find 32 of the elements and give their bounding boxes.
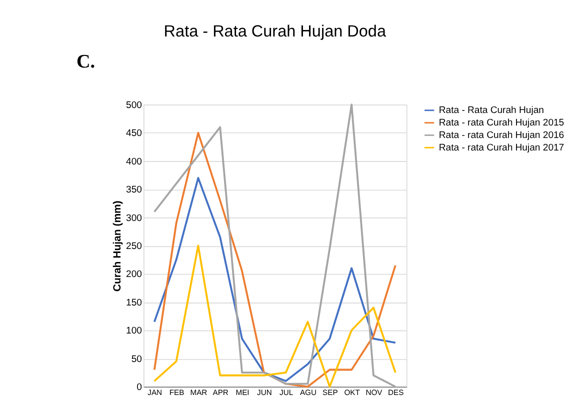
y-tick-label: 400 xyxy=(126,156,142,168)
line-series xyxy=(153,176,396,382)
x-tick-label: JAN xyxy=(148,388,162,397)
x-tick-label: MEI xyxy=(236,388,250,397)
x-tick-label: JUL xyxy=(280,388,294,397)
y-axis-title: Curah Hujan (mm) xyxy=(111,200,124,292)
x-tick-label: SEP xyxy=(322,388,338,397)
legend-label: Rata - rata Curah Hujan 2016 xyxy=(438,130,564,142)
y-tick-label: 450 xyxy=(126,128,142,140)
y-tick-label: 50 xyxy=(131,354,142,365)
legend-label: Rata - rata Curah Hujan 2015 xyxy=(438,118,564,129)
x-tick-label: MAR xyxy=(190,388,208,397)
legend-label: Rata - rata Curah Hujan 2017 xyxy=(438,142,564,154)
legend-label: Rata - Rata Curah Hujan xyxy=(438,105,544,116)
y-tick-label: 250 xyxy=(126,240,142,252)
y-tick-label: 0 xyxy=(136,382,142,394)
y-tick-label: 100 xyxy=(126,326,142,337)
y-tick-label: 200 xyxy=(126,269,142,280)
y-tick-label: 150 xyxy=(126,297,142,308)
y-tick-label: 500 xyxy=(126,100,142,111)
y-tick-label: 300 xyxy=(126,212,142,224)
chart-title: Rata - Rata Curah Hujan Doda xyxy=(164,22,387,41)
text: C. xyxy=(76,51,96,72)
x-tick-label: OKT xyxy=(344,388,360,397)
x-tick-label: DES xyxy=(388,388,404,397)
x-tick-label: NOV xyxy=(366,388,384,397)
line-series xyxy=(153,244,396,388)
x-tick-label: FEB xyxy=(169,388,184,397)
x-tick-label: APR xyxy=(212,388,229,397)
x-tick-label: JUN xyxy=(257,388,272,397)
x-tick-label: AGU xyxy=(300,388,317,397)
y-tick-label: 350 xyxy=(126,184,142,196)
